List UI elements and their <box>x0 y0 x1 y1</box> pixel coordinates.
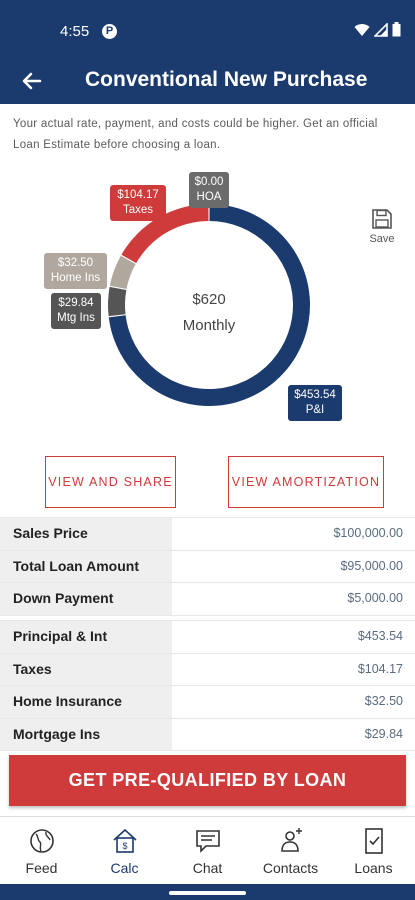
tag-taxes-label: Taxes <box>122 204 154 216</box>
get-pre-qualified-button[interactable]: GET PRE-QUALIFIED BY LOAN <box>9 755 406 806</box>
donut-slice-taxes <box>121 204 209 264</box>
row-value: $104.17 <box>357 661 403 676</box>
battery-icon <box>392 22 401 37</box>
tab-feed[interactable]: Feed <box>0 817 83 885</box>
row-value: $5,000.00 <box>347 591 403 605</box>
table-row: Down Payment $5,000.00 <box>0 583 415 616</box>
table-row: Mortgage Ins $29.84 <box>0 718 415 751</box>
row-label: Sales Price <box>0 518 172 550</box>
tab-chat[interactable]: Chat <box>166 817 249 885</box>
save-icon <box>372 209 392 229</box>
row-label: Taxes <box>0 653 172 685</box>
tag-pi-amount: $453.54 <box>294 389 336 401</box>
row-label: Total Loan Amount <box>0 550 172 582</box>
tag-mtg-ins-label: Mtg Ins <box>57 312 95 324</box>
tab-calc[interactable]: $ Calc <box>83 817 166 885</box>
tag-hoa: $0.00 HOA <box>189 172 229 208</box>
donut-center-amount: $620 <box>192 291 226 308</box>
row-value: $29.84 <box>364 726 403 741</box>
row-value: $95,000.00 <box>340 558 403 573</box>
tag-taxes-amount: $104.17 <box>117 189 159 201</box>
tab-contacts[interactable]: Contacts <box>249 817 332 885</box>
row-label: Home Insurance <box>0 686 172 718</box>
tag-home-ins-amount: $32.50 <box>57 257 94 269</box>
status-icons <box>354 22 401 37</box>
donut-slice-home-ins <box>109 255 136 289</box>
donut-slice-mtg-ins <box>108 286 127 317</box>
status-time: 4:55 <box>60 23 90 40</box>
row-value: $32.50 <box>364 694 403 708</box>
table-row: Principal & Int $453.54 <box>0 621 415 654</box>
view-and-share-button[interactable]: VIEW AND SHARE <box>45 456 176 508</box>
bottom-tab-bar: Feed $ Calc Chat Contacts Loans <box>0 816 415 885</box>
tag-home-ins: $32.50 Home Ins <box>44 253 107 289</box>
home-indicator[interactable] <box>169 891 246 895</box>
app-bar: Conventional New Purchase <box>0 60 415 104</box>
tag-taxes: $104.17 Taxes <box>110 185 166 221</box>
donut-center-label: Monthly <box>182 317 236 334</box>
save-label: Save <box>369 233 395 245</box>
status-badge: P <box>102 24 117 39</box>
status-bar: 4:55 P <box>0 0 415 60</box>
row-label: Down Payment <box>0 583 172 615</box>
tag-pi: $453.54 P&I <box>288 385 342 421</box>
svg-text:$: $ <box>122 841 127 851</box>
tag-hoa-amount: $0.00 <box>194 176 224 188</box>
tag-pi-label: P&I <box>305 404 325 416</box>
wifi-icon <box>354 23 370 36</box>
back-arrow-icon[interactable] <box>18 67 46 95</box>
tab-loans[interactable]: Loans <box>332 817 415 885</box>
row-value: $453.54 <box>357 629 403 643</box>
row-value: $100,000.00 <box>333 526 403 540</box>
loans-doc-icon <box>364 828 383 854</box>
tab-label: Chat <box>192 860 223 876</box>
system-nav-bar <box>0 884 415 900</box>
view-amortization-button[interactable]: VIEW AMORTIZATION <box>228 456 384 508</box>
globe-icon <box>29 829 54 853</box>
tab-label: Feed <box>25 860 58 876</box>
table-row: Taxes $104.17 <box>0 653 415 686</box>
donut-svg <box>108 204 310 406</box>
tag-home-ins-label: Home Ins <box>50 272 101 284</box>
page-title: Conventional New Purchase <box>85 68 368 91</box>
tag-mtg-ins: $29.84 Mtg Ins <box>51 293 101 329</box>
tag-mtg-ins-amount: $29.84 <box>58 297 94 309</box>
payment-donut-chart: $620 Monthly $104.17 Taxes $0.00 HOA $32… <box>0 165 415 445</box>
table-row: Sales Price $100,000.00 <box>0 518 415 551</box>
row-label: Mortgage Ins <box>0 718 172 750</box>
table-row: Home Insurance $32.50 <box>0 686 415 719</box>
save-button[interactable]: Save <box>364 208 400 245</box>
tab-label: Contacts <box>262 860 319 876</box>
signal-icon <box>374 22 388 37</box>
disclaimer-text: Your actual rate, payment, and costs cou… <box>13 118 378 151</box>
row-label: Principal & Int <box>0 621 172 653</box>
tab-label: Loans <box>354 860 393 876</box>
contacts-icon <box>280 828 302 852</box>
table-row: Total Loan Amount $95,000.00 <box>0 550 415 583</box>
chat-icon <box>195 830 220 853</box>
calculator-house-icon: $ <box>112 828 137 853</box>
tag-hoa-label: HOA <box>196 191 222 203</box>
payment-breakdown-table: Principal & Int $453.54 Taxes $104.17 Home… <box>0 620 415 751</box>
loan-summary-table: Sales Price $100,000.00 Total Loan Amount… <box>0 517 415 616</box>
tab-label: Calc <box>110 860 139 876</box>
